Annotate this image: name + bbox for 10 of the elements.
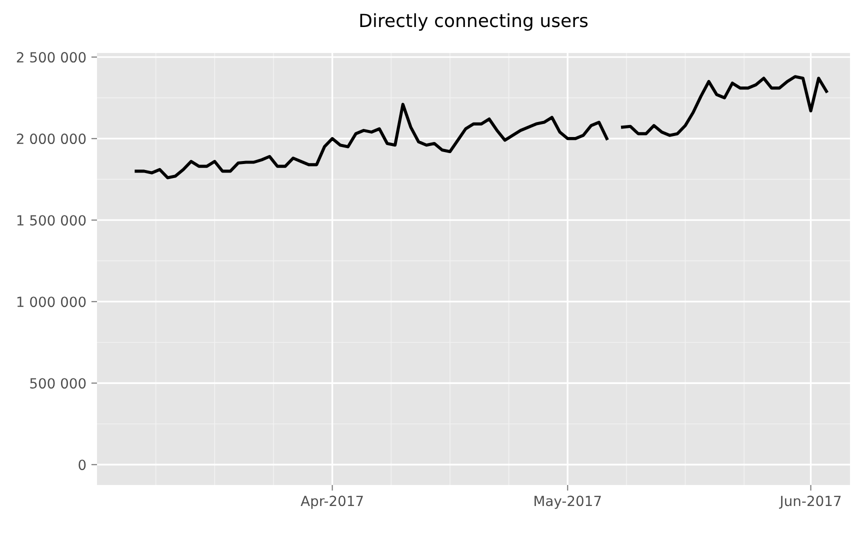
chart-title: Directly connecting users: [360, 13, 588, 31]
y-tick-label: 2 000 000: [16, 134, 86, 144]
y-tick-label: 500 000: [30, 378, 86, 389]
x-tick-label: Apr-2017: [300, 496, 363, 509]
x-tick-label: May-2017: [534, 496, 601, 509]
y-tick-label: 1 000 000: [17, 296, 86, 308]
y-tick-label: 0: [78, 460, 86, 470]
x-tick-label: Jun-2017: [779, 496, 841, 509]
y-tick-label: 1 500 000: [17, 215, 86, 226]
y-tick-label: 2 500 000: [16, 52, 86, 63]
